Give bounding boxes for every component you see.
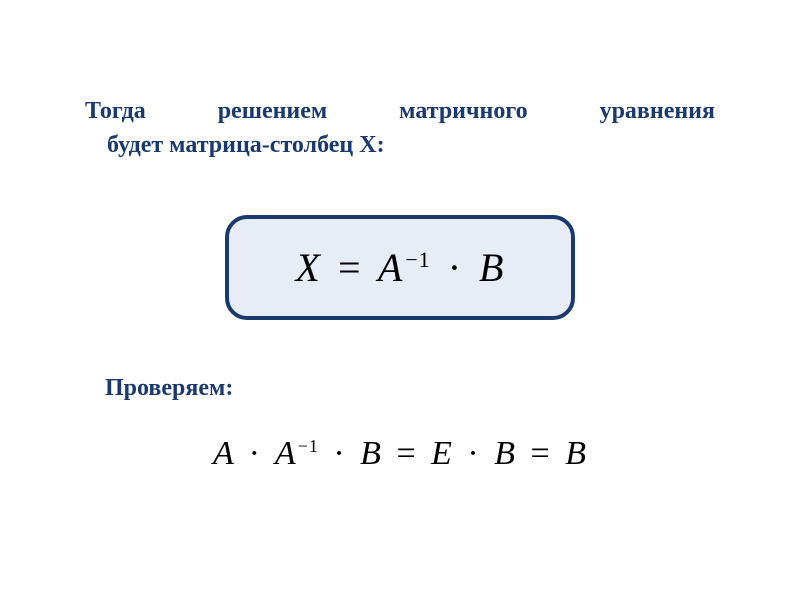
formula-var-b: B <box>479 245 504 290</box>
dot-operator: · <box>249 435 261 472</box>
verify-var-b: B <box>494 435 516 472</box>
dot-operator: · <box>448 245 462 290</box>
main-formula: X = A−1 · B <box>296 244 505 291</box>
equals-sign: = <box>396 435 416 472</box>
heading-text: Тогда решением матричного уравнения буде… <box>85 95 715 162</box>
formula-var-x: X <box>296 245 321 290</box>
verify-var-b: B <box>565 435 587 472</box>
heading-word: уравнения <box>600 95 715 129</box>
dot-operator: · <box>467 435 479 472</box>
dot-operator: · <box>333 435 345 472</box>
formula-box: X = A−1 · B <box>225 215 575 320</box>
verify-var-a: A <box>275 435 297 472</box>
heading-line-2: будет матрица-столбец Х: <box>85 129 715 163</box>
verification-formula: A · A−1 · B = E · B = B <box>213 435 587 473</box>
heading-line-1: Тогда решением матричного уравнения <box>85 95 715 129</box>
check-label: Проверяем: <box>105 375 233 402</box>
verify-exponent: −1 <box>298 436 319 456</box>
heading-word: матричного <box>399 95 527 129</box>
formula-var-a: A <box>378 245 403 290</box>
equals-sign: = <box>338 245 362 290</box>
heading-word: Тогда <box>85 95 146 129</box>
verify-var-e: E <box>431 435 453 472</box>
equals-sign: = <box>531 435 551 472</box>
heading-word: решением <box>218 95 328 129</box>
verify-var-a: A <box>213 435 234 472</box>
formula-exponent: −1 <box>405 247 430 272</box>
verify-var-b: B <box>360 435 382 472</box>
